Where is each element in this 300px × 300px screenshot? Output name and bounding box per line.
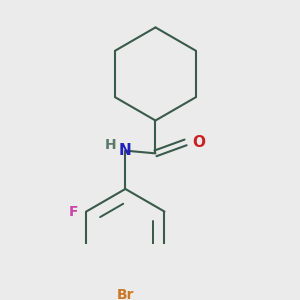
Text: O: O [192,135,206,150]
Text: H: H [104,138,116,152]
Text: F: F [69,205,79,219]
Text: N: N [119,143,132,158]
Text: Br: Br [117,287,134,300]
